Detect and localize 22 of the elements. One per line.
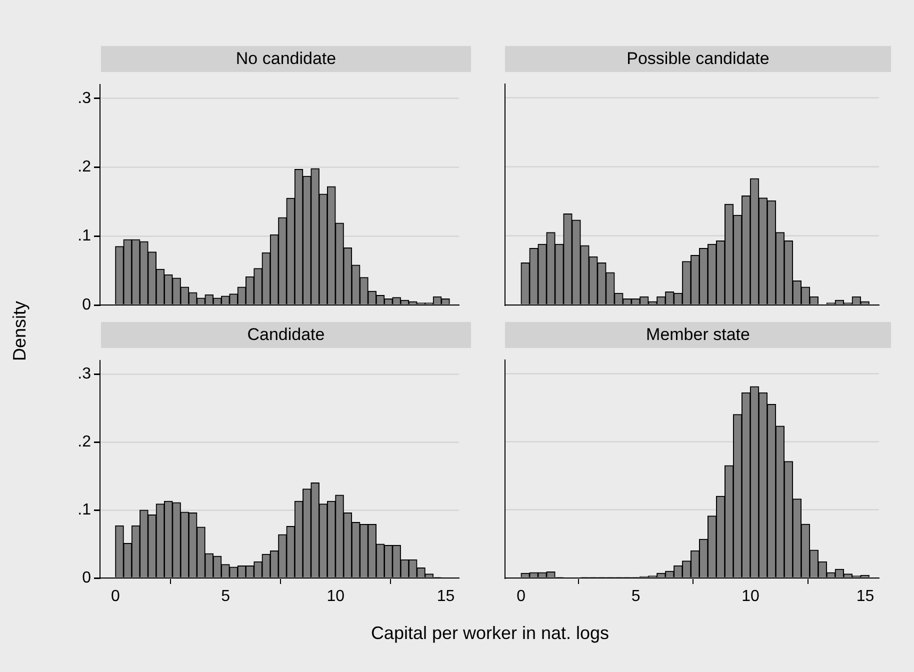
y-tick-label: .1 xyxy=(78,501,92,518)
x-tick-label: 5 xyxy=(221,588,230,606)
y-tick-label: .3 xyxy=(78,366,92,383)
chart-title: Member state xyxy=(505,322,891,348)
chart-title: Possible candidate xyxy=(505,46,891,72)
x-tick-label: 15 xyxy=(856,588,874,606)
y-axis-title: Density xyxy=(10,300,30,362)
x-tick-label: 15 xyxy=(436,588,455,606)
y-tick-label: .2 xyxy=(78,158,92,176)
y-tick-label: .1 xyxy=(78,228,92,245)
chart-title: No candidate xyxy=(101,46,471,72)
x-tick-label: 10 xyxy=(742,588,760,606)
y-tick-label: .3 xyxy=(78,90,92,107)
x-tick-label: 0 xyxy=(516,588,526,606)
x-tick-label: 10 xyxy=(326,588,345,606)
y-tick-label: 0 xyxy=(82,569,92,586)
x-tick-label: 0 xyxy=(110,588,120,606)
y-tick-label: 0 xyxy=(82,296,92,314)
x-tick-label: 5 xyxy=(631,588,640,606)
y-tick-label: .2 xyxy=(78,434,92,451)
x-axis-title: Capital per worker in nat. logs xyxy=(370,623,610,644)
chart-title: Candidate xyxy=(101,322,471,348)
